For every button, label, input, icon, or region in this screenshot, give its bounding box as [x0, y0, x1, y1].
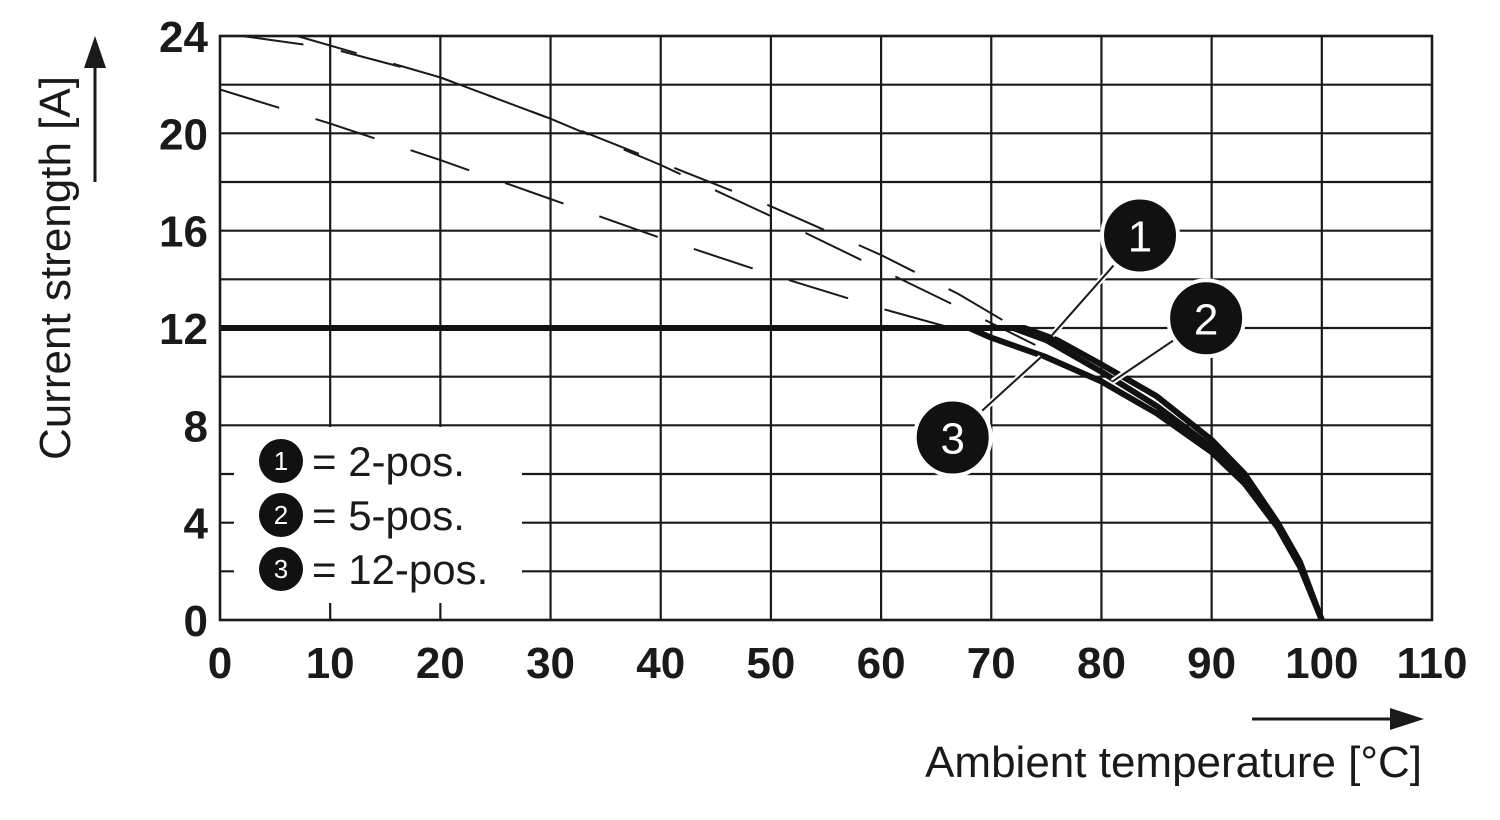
- legend-label: = 12-pos.: [312, 546, 488, 593]
- y-tick-label: 20: [159, 110, 208, 159]
- y-tick-label: 8: [184, 402, 208, 451]
- legend-marker-2: [259, 493, 303, 537]
- solid-curve-3: [220, 325, 1325, 622]
- legend-marker-1: [259, 439, 303, 483]
- x-tick-label: 0: [208, 639, 232, 688]
- x-tick-label: 30: [526, 639, 575, 688]
- x-tick-label: 110: [1397, 639, 1468, 688]
- legend-marker-number: 2: [274, 500, 288, 530]
- y-tick-label: 16: [159, 208, 208, 257]
- legend-marker-3: [259, 547, 303, 591]
- legend-items: 1 = 2-pos. 2 = 5-pos. 3 = 12-pos.: [259, 438, 488, 593]
- callout-marker-3: [912, 397, 993, 478]
- dashed-curve-1: [241, 35, 1036, 346]
- legend-label: = 5-pos.: [312, 492, 465, 539]
- x-axis-title: Ambient temperature [°C]: [925, 738, 1422, 787]
- callouts: 12 3: [912, 195, 1247, 478]
- y-axis-title: Current strength [A]: [31, 76, 80, 460]
- y-tick-label: 0: [184, 597, 208, 646]
- legend-marker-number: 3: [274, 554, 288, 584]
- solid-curves: [220, 325, 1325, 622]
- x-tick-label: 50: [746, 639, 795, 688]
- x-tick-label: 60: [857, 639, 906, 688]
- x-tick-label: 70: [967, 639, 1016, 688]
- dashed-curve-3: [219, 88, 970, 334]
- y-axis-title-group: Current strength [A]: [31, 76, 80, 460]
- y-axis-arrow-icon: [84, 36, 106, 182]
- legend-box: 1 = 2-pos. 2 = 5-pos. 3 = 12-pos.: [234, 427, 522, 603]
- callout-number-2: 2: [1194, 295, 1218, 344]
- x-tick-label: 10: [306, 639, 355, 688]
- dashed-curve-2: [296, 35, 1025, 334]
- callout-number-3: 3: [940, 415, 964, 464]
- x-tick-label: 100: [1285, 639, 1358, 688]
- callout-marker-1: [1100, 195, 1181, 276]
- y-tick-label: 12: [159, 305, 208, 354]
- x-tick-label: 80: [1077, 639, 1126, 688]
- y-tick-label: 4: [184, 500, 209, 549]
- y-tick-label: 24: [159, 13, 208, 62]
- x-axis-arrow-icon: [1252, 708, 1424, 730]
- callout-number-1: 1: [1128, 213, 1152, 262]
- x-tick-label: 90: [1187, 639, 1236, 688]
- x-tick-labels: 0 10 20 30 40 50 60 70 80 90 100 110: [208, 639, 1468, 688]
- legend-marker-number: 1: [274, 446, 288, 476]
- legend-label: = 2-pos.: [312, 438, 465, 485]
- plot-frame: [218, 34, 1434, 622]
- dashed-curves: [219, 35, 1036, 346]
- x-tick-label: 40: [636, 639, 685, 688]
- y-tick-labels: 0 4 8 12 16 20 24: [159, 13, 208, 646]
- x-tick-label: 20: [416, 639, 465, 688]
- callout-marker-2: [1166, 278, 1247, 359]
